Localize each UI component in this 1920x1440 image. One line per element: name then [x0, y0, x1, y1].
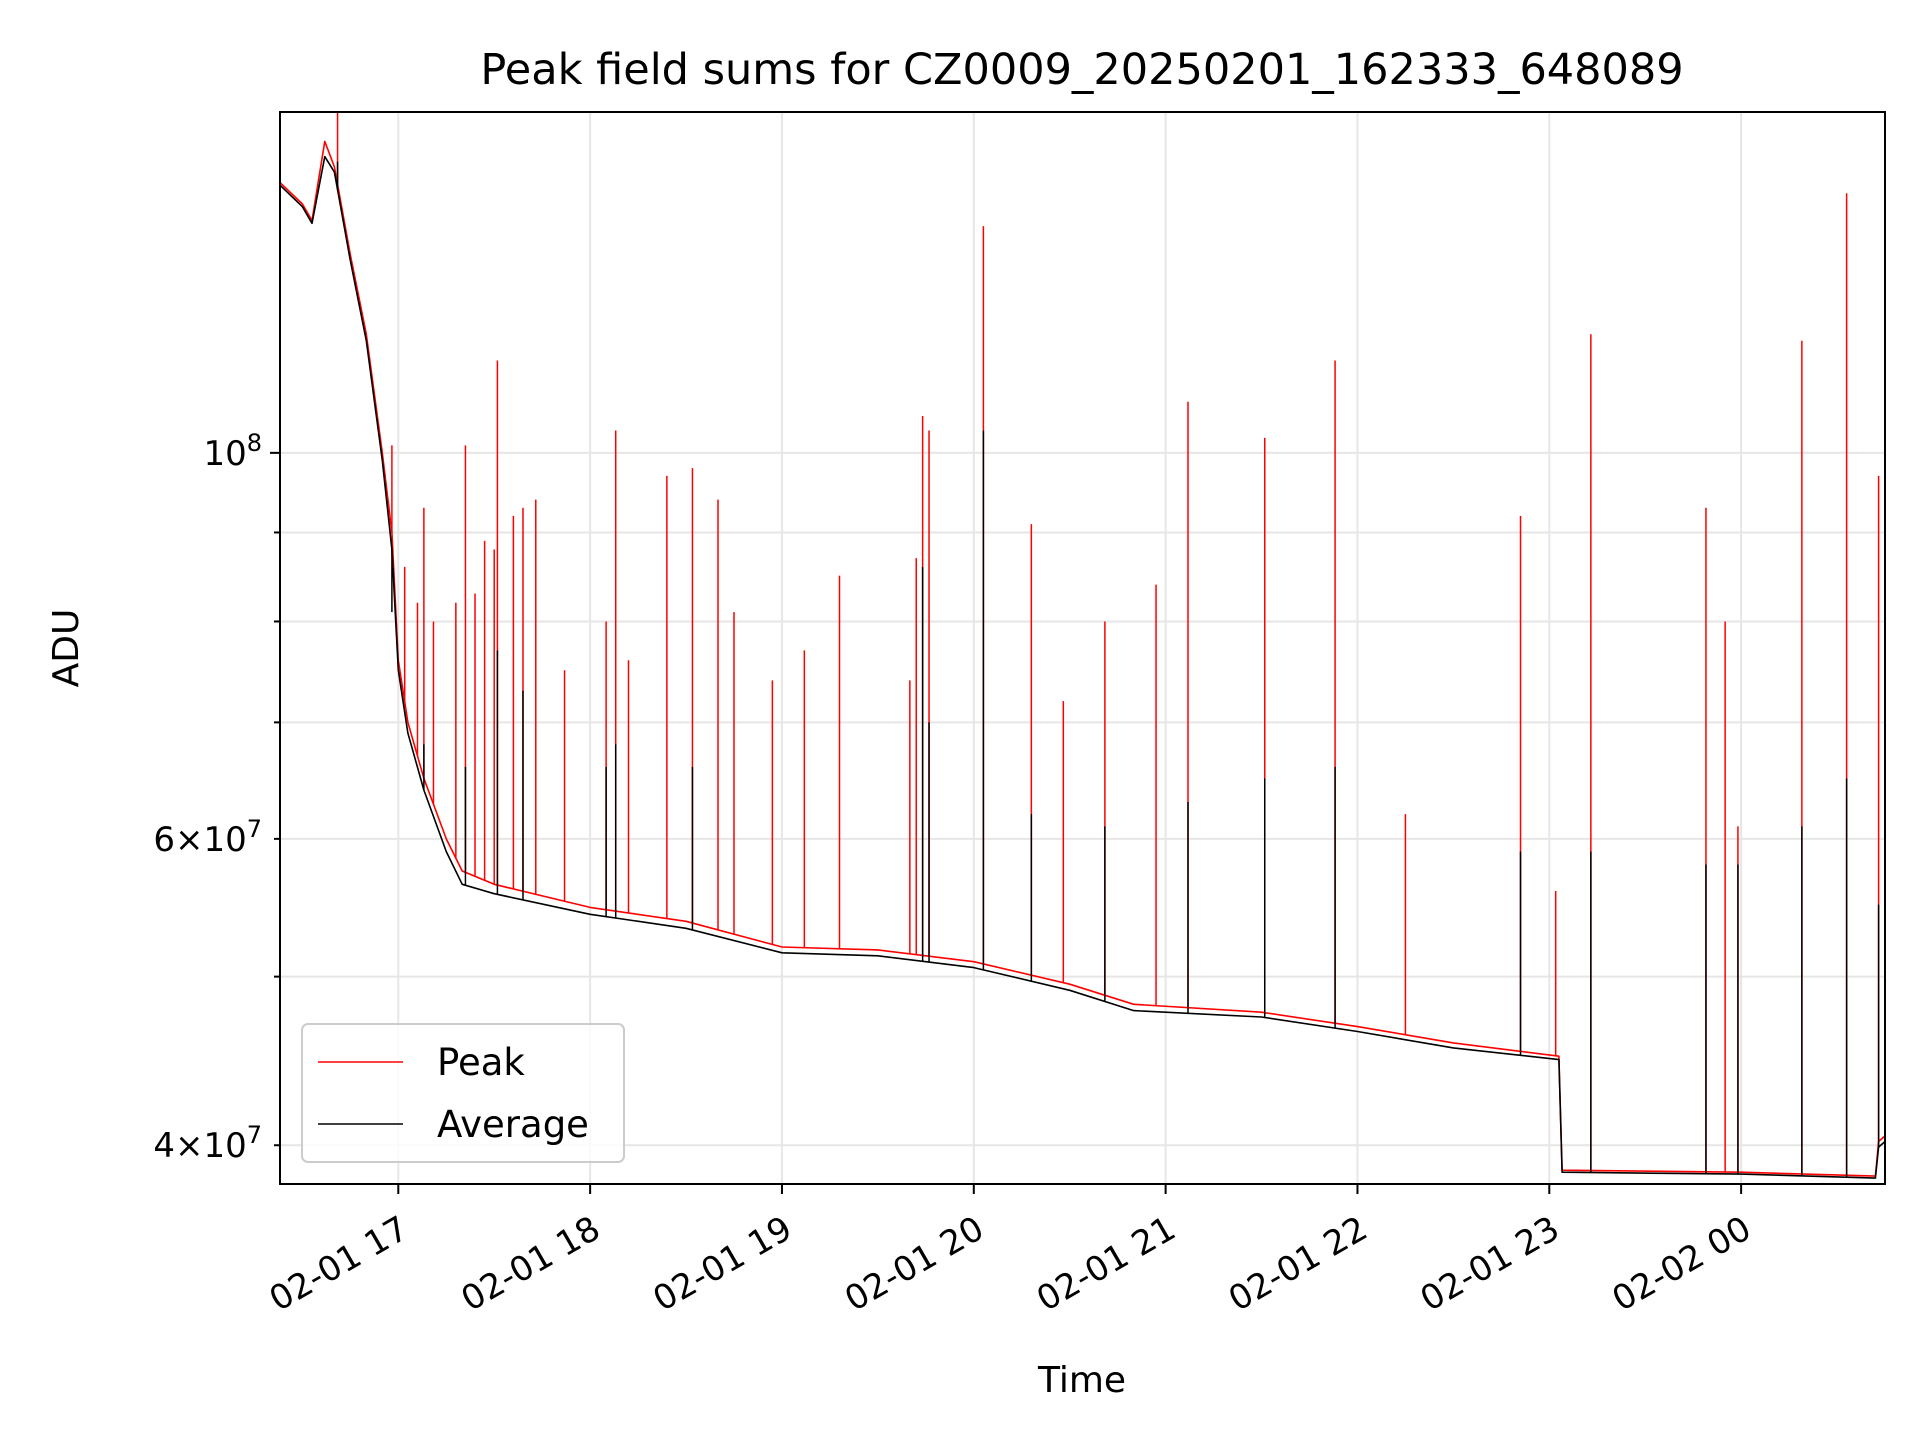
y-axis: 108 4×107 6×107: [153, 429, 280, 1166]
legend: Peak Average: [301, 1023, 625, 1163]
grid-lines: [280, 112, 1885, 1184]
x-axis-title: Time: [1037, 1360, 1126, 1401]
plot-series: [280, 112, 1885, 1179]
legend-average-label: Average: [437, 1103, 589, 1146]
average-series-line: [280, 155, 1885, 1179]
legend-peak-label: Peak: [437, 1041, 525, 1084]
y-tick-label: 108: [203, 429, 262, 474]
y-axis-title: ADU: [46, 609, 87, 688]
legend-box: [301, 1023, 625, 1163]
y-tick-label: 6×107: [153, 815, 262, 860]
chart-title: Peak field sums for CZ0009_20250201_1623…: [480, 45, 1683, 95]
y-tick-label: 4×107: [153, 1121, 262, 1166]
plot-frame: [279, 111, 1886, 1185]
peak-series-line: [280, 140, 1885, 1177]
